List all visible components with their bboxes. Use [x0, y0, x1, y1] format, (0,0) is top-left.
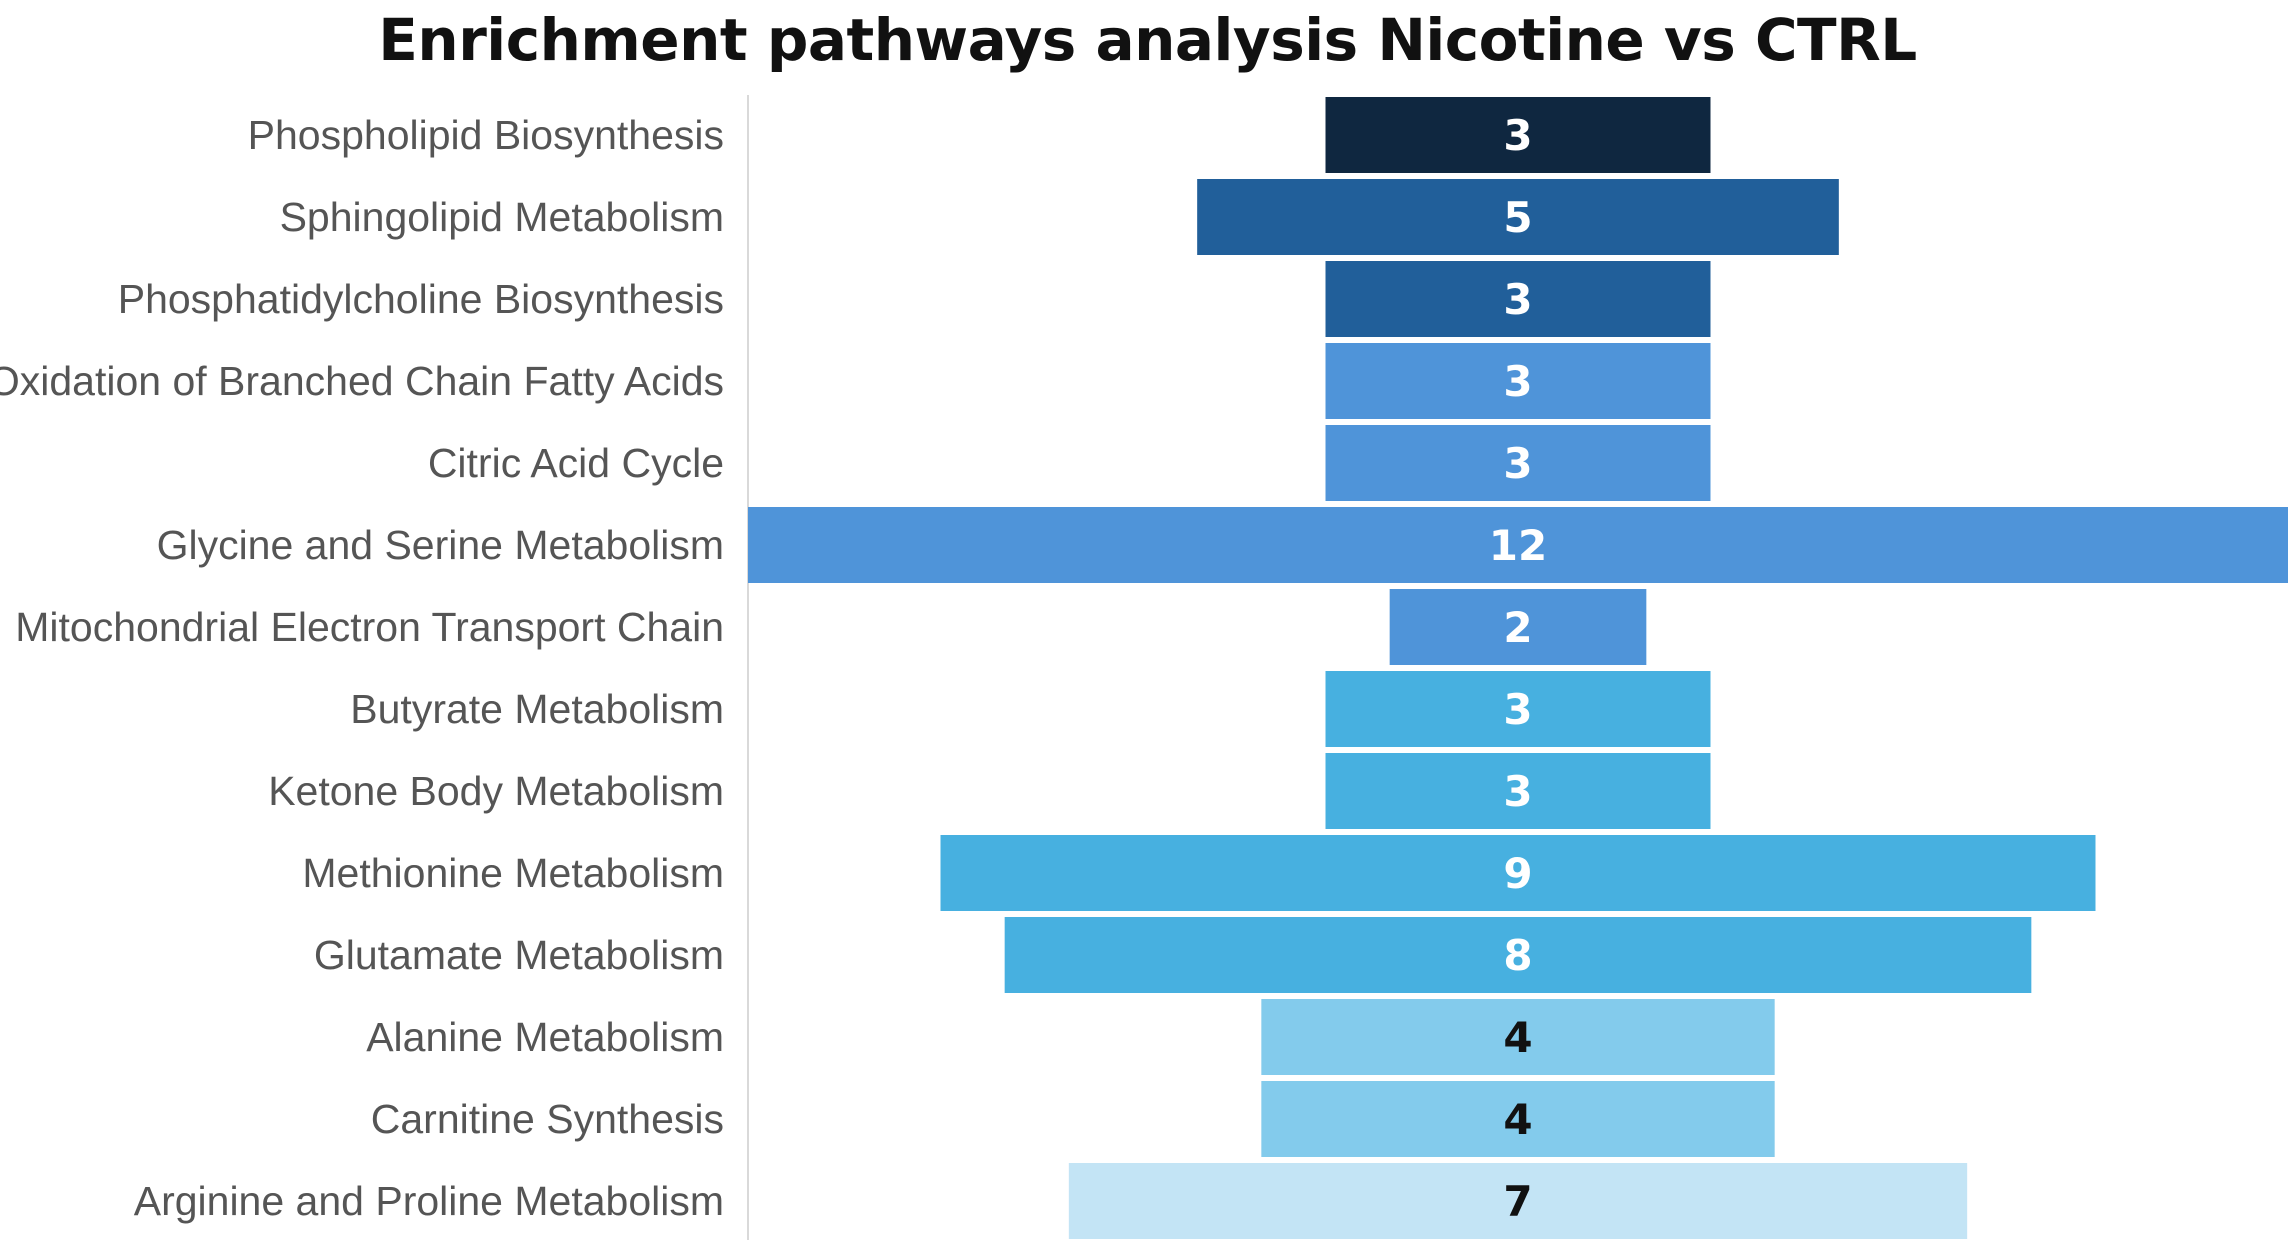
chart-title: Enrichment pathways analysis Nicotine vs… [378, 6, 1917, 74]
bar-value-label: 3 [1503, 275, 1532, 324]
bar-value-label: 9 [1503, 849, 1532, 898]
category-label: Glutamate Metabolism [314, 932, 724, 978]
bar-value-label: 4 [1503, 1013, 1532, 1062]
category-label: Citric Acid Cycle [428, 440, 724, 486]
bar-3 [1325, 261, 1711, 337]
category-label: Glycine and Serine Metabolism [157, 522, 724, 568]
bar-value-label: 3 [1503, 767, 1532, 816]
bar-value-label: 3 [1503, 439, 1532, 488]
bar-value-label: 7 [1503, 1177, 1532, 1226]
bar-value-label: 3 [1503, 357, 1532, 406]
bar-9 [1325, 753, 1711, 829]
category-label: Phospholipid Biosynthesis [248, 112, 724, 158]
category-label: Methionine Metabolism [302, 850, 724, 896]
bar-6 [748, 507, 2288, 583]
bar-2 [1197, 179, 1839, 255]
category-label: Mitochondrial Electron Transport Chain [15, 604, 724, 650]
bar-7 [1389, 589, 1647, 665]
bar-12 [1261, 999, 1775, 1075]
bar-value-label: 3 [1503, 111, 1532, 160]
bar-10 [940, 835, 2096, 911]
bar-11 [1004, 917, 2032, 993]
bar-value-label: 12 [1489, 521, 1547, 570]
category-labels-group: Phospholipid Biosynthesis Sphingolipid Me… [0, 112, 724, 1224]
bar-value-label: 5 [1503, 193, 1532, 242]
bar-5 [1325, 425, 1711, 501]
bar-1 [1325, 97, 1711, 173]
bar-4 [1325, 343, 1711, 419]
category-label: Butyrate Metabolism [350, 686, 724, 732]
bar-value-label: 8 [1503, 931, 1532, 980]
category-label: Alanine Metabolism [366, 1014, 724, 1060]
category-label: Ketone Body Metabolism [268, 768, 724, 814]
bar-value-label: 2 [1503, 603, 1532, 652]
bar-value-label: 3 [1503, 685, 1532, 734]
category-label: Phosphatidylcholine Biosynthesis [118, 276, 724, 322]
category-label: Oxidation of Branched Chain Fatty Acids [0, 358, 724, 404]
category-label: Arginine and Proline Metabolism [134, 1178, 724, 1224]
bar-8 [1325, 671, 1711, 747]
category-label: Carnitine Synthesis [371, 1096, 724, 1142]
bars-group: 3 5 3 3 3 12 2 3 3 9 8 4 4 7 [748, 97, 2288, 1239]
bar-13 [1261, 1081, 1775, 1157]
category-label: Sphingolipid Metabolism [280, 194, 724, 240]
bar-14 [1068, 1163, 1968, 1239]
bar-value-label: 4 [1503, 1095, 1532, 1144]
